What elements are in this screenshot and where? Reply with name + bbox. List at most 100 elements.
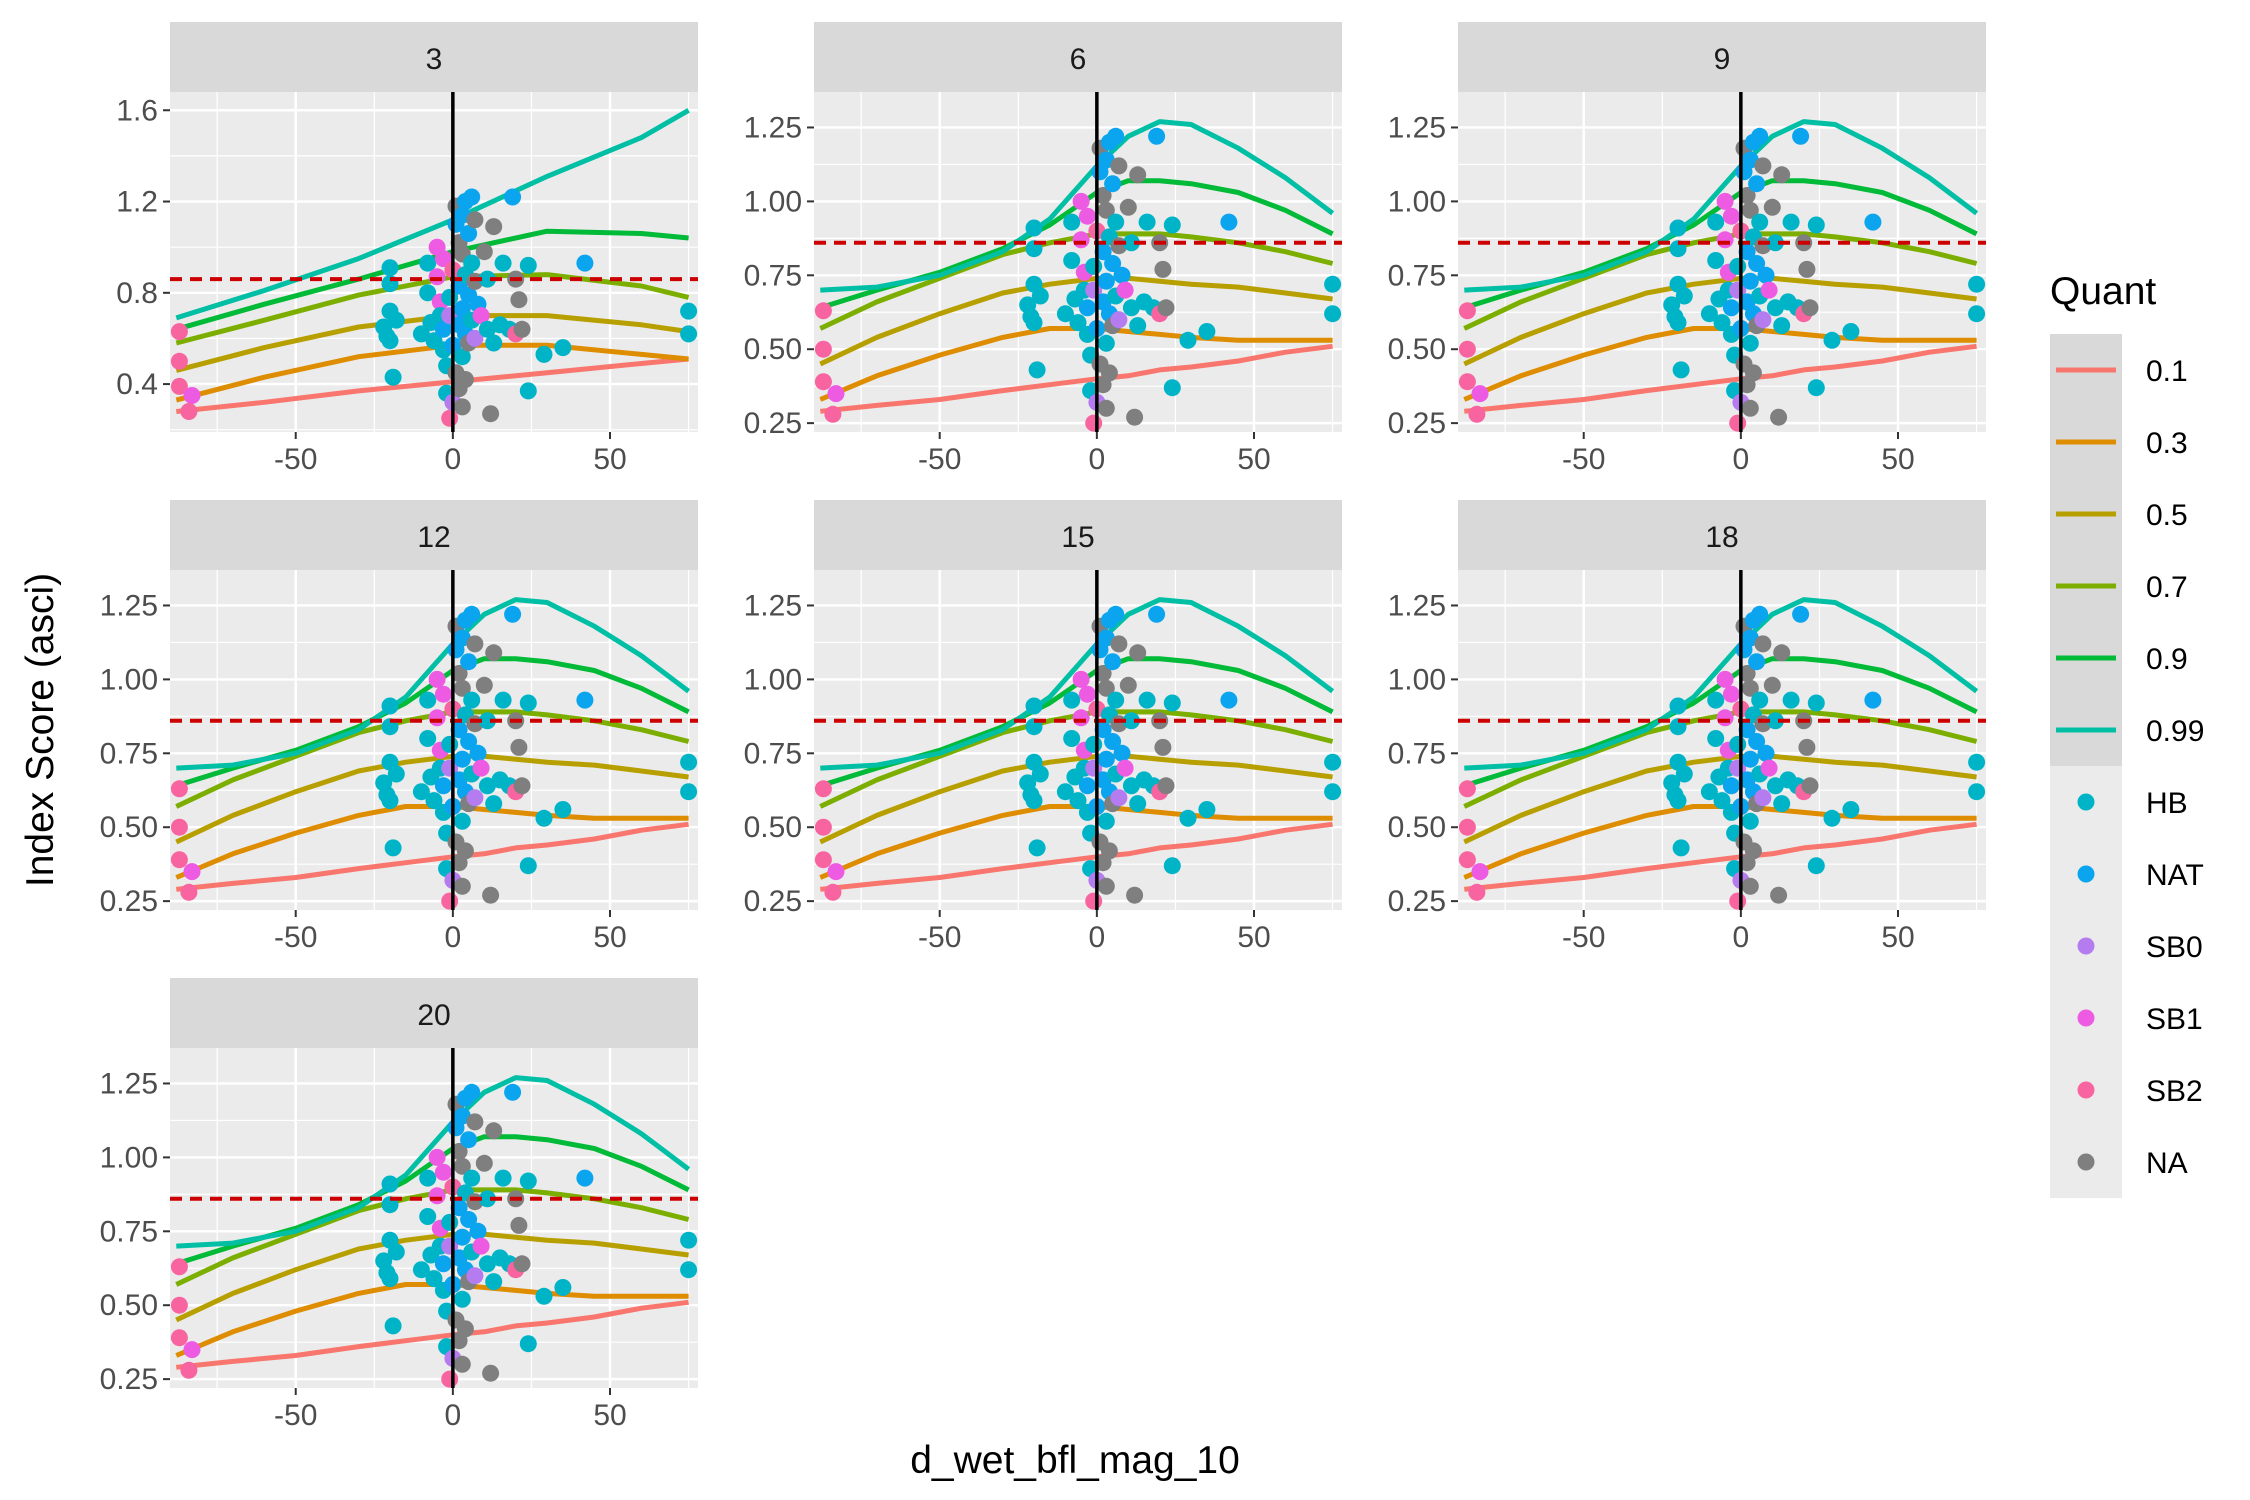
data-point-hb [412,1261,430,1279]
data-point-sb1 [1072,231,1090,249]
data-point-nat [1864,691,1882,709]
data-point-hb [381,792,399,810]
data-point-hb [453,348,471,366]
data-point-sb1 [183,1341,201,1359]
data-point-hb [463,254,481,272]
data-point-hb [419,691,437,709]
legend-title: Quant [2050,270,2156,313]
data-point-sb2 [1458,340,1476,358]
data-point-nat [504,605,522,623]
data-point-sb1 [183,863,201,881]
data-point-hb [1766,712,1784,730]
data-point-hb [478,1190,496,1208]
data-point-sb1 [1471,863,1489,881]
x-tick-label: 50 [593,1399,626,1432]
data-point-nat [1748,733,1766,750]
data-point-hb [1707,691,1725,709]
data-point-nat [460,1211,478,1228]
x-tick-label: 0 [1089,443,1106,476]
data-point-nat [434,1255,452,1273]
data-point-nat [463,605,481,623]
legend-key-point-nat [2077,865,2095,883]
y-tick-label: 1.00 [1388,185,1446,218]
data-point-sb1 [1722,207,1740,225]
data-point-nat [453,1107,471,1125]
data-point-hb [1324,783,1342,801]
panel-6: 6 -50 0 50 0.25 0.50 0.75 1.00 1.25 [744,22,1342,476]
data-point-hb [680,302,698,320]
data-point-na [513,320,531,338]
data-point-hb [554,339,572,357]
data-point-hb [1766,777,1784,795]
panel-strip-label: 3 [426,43,443,76]
data-point-nat [1220,691,1238,709]
panel-strip-label: 18 [1705,521,1738,554]
panel-3: 3 -50 0 50 0.4 0.8 1.2 1.6 [116,22,698,476]
data-point-sb2 [814,851,832,869]
data-point-na [475,1154,493,1172]
y-tick-label: 0.50 [744,333,802,366]
data-point-hb [485,1273,503,1291]
legend-key-point-sb0 [2077,937,2095,955]
data-point-sb1 [827,863,845,881]
data-point-hb [1707,730,1725,747]
data-point-hb [1025,697,1043,715]
data-point-hb [419,284,437,302]
data-point-na [1798,260,1816,278]
data-point-na [1097,399,1115,417]
data-point-hb [680,1231,698,1249]
data-point-nat [453,300,471,318]
panel-strip [170,978,698,1048]
x-tick-label: 50 [1881,443,1914,476]
quant-line-0.99 [176,1075,691,1249]
data-point-na [485,218,503,236]
panel-18: 18 -50 0 50 0.25 0.50 0.75 1.00 1.25 [1388,500,1986,954]
data-point-na [482,1364,500,1382]
legend-label: SB0 [2146,931,2203,964]
data-point-na [453,1157,471,1175]
quant-line-0.99 [1464,597,1979,771]
x-tick-label: -50 [274,443,317,476]
data-point-hb [1107,213,1125,231]
data-point-na [450,665,468,682]
legend-label: HB [2146,787,2188,820]
data-point-hb [1707,213,1725,231]
panel-9: 9 -50 0 50 0.25 0.50 0.75 1.00 1.25 [1388,22,1986,476]
legend-key-background-lines [2050,334,2122,766]
panel-12: 12 -50 0 50 0.25 0.50 0.75 1.00 1.25 [100,500,698,954]
x-tick-label: -50 [1562,921,1605,954]
data-point-hb [1031,765,1049,783]
y-tick-label: 1.00 [100,663,158,696]
data-point-sb2 [824,405,842,423]
data-point-nat [1738,721,1756,739]
data-point-hb [1324,305,1342,323]
legend-label: NAT [2146,859,2204,892]
data-point-sb1 [1072,709,1090,727]
y-tick-label: 0.4 [116,368,158,401]
data-point-na [1100,364,1118,382]
y-tick-label: 0.25 [1388,885,1446,918]
data-point-na [1119,676,1137,694]
data-point-sb2 [170,851,188,869]
data-point-hb [1107,691,1125,709]
data-point-hb [1025,314,1043,332]
x-tick-label: -50 [1562,443,1605,476]
data-point-nat [469,744,487,762]
data-point-sb2 [1729,414,1747,432]
data-point-hb [1713,792,1731,810]
data-point-hb [1122,777,1140,795]
data-point-sb2 [170,1329,188,1347]
panel-plot-area [170,92,698,432]
y-tick-label: 0.75 [744,737,802,770]
legend-label: 0.1 [2146,355,2188,388]
legend-key-point-sb2 [2077,1081,2095,1099]
data-point-sb1 [1716,231,1734,249]
data-point-sb2 [1458,818,1476,836]
y-tick-label: 0.75 [100,1215,158,1248]
data-point-hb [1672,839,1690,857]
data-point-nat [1078,777,1096,795]
data-point-sb1 [428,1187,446,1205]
data-point-hb [535,809,553,827]
data-point-hb [419,1169,437,1187]
data-point-hb [1163,857,1181,875]
